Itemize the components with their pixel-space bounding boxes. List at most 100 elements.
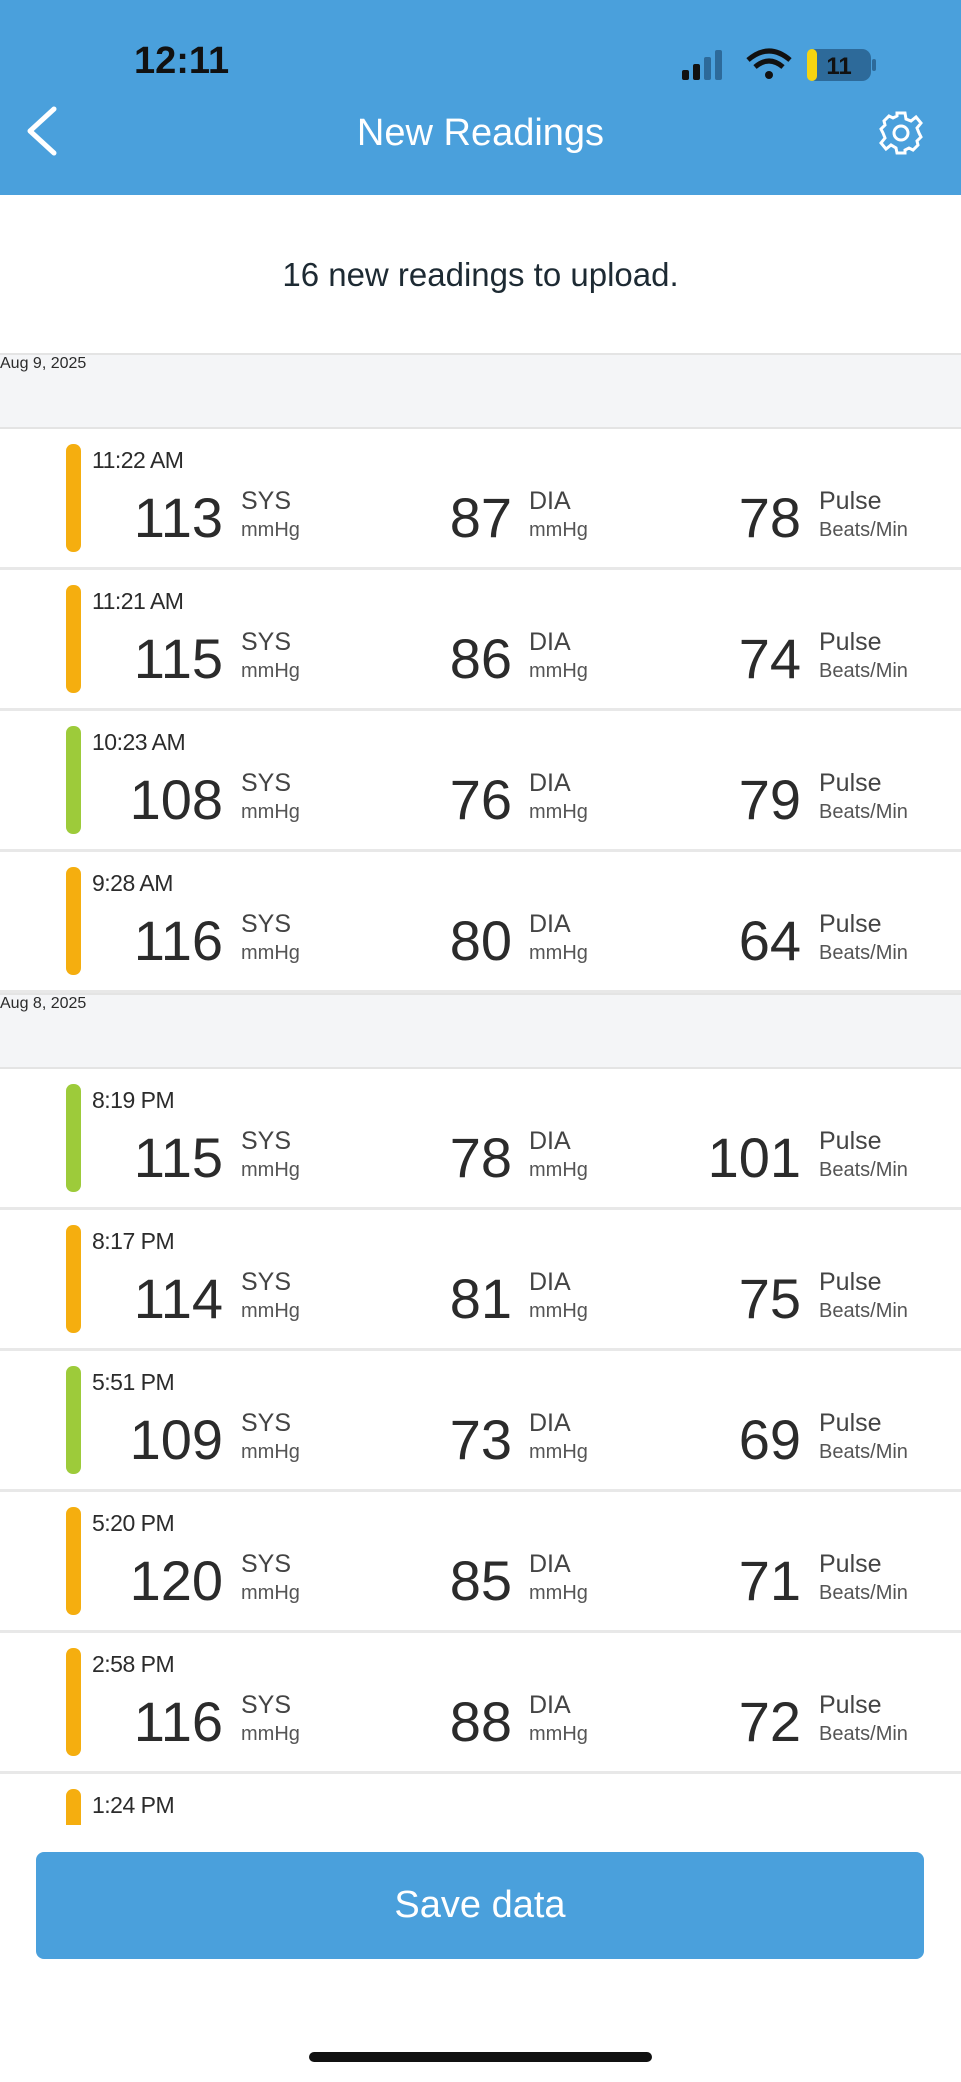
reading-time: 1:24 PM bbox=[92, 1792, 175, 1818]
pulse-value: 75 bbox=[738, 1267, 801, 1330]
pulse-label: Pulse bbox=[819, 1550, 882, 1578]
dia-label: DIA bbox=[529, 1268, 571, 1296]
dia-unit: mmHg bbox=[529, 660, 588, 682]
dia-unit: mmHg bbox=[529, 1582, 588, 1604]
status-bar bbox=[66, 444, 81, 552]
status-bar bbox=[66, 1507, 81, 1615]
sys-label: SYS bbox=[241, 1127, 292, 1155]
status-bar bbox=[66, 726, 81, 834]
pulse-unit: Beats/Min bbox=[819, 1159, 908, 1181]
reading-time: 2:58 PM bbox=[92, 1651, 175, 1677]
reading-row: 11:21 AM 115 SYS mmHg 86 DIA mmHg 74 Pulse Beats/… bbox=[0, 570, 961, 711]
reading-time: 9:28 AM bbox=[92, 870, 173, 896]
sys-value: 109 bbox=[129, 1408, 223, 1471]
sys-label: SYS bbox=[241, 769, 292, 797]
status-bar bbox=[66, 1084, 81, 1192]
date-label: Aug 8, 2025 bbox=[0, 995, 87, 1012]
status-bar bbox=[66, 1789, 81, 1825]
pulse-unit: Beats/Min bbox=[819, 1300, 908, 1322]
sys-unit: mmHg bbox=[241, 1300, 300, 1322]
pulse-label: Pulse bbox=[819, 487, 882, 515]
sys-label: SYS bbox=[241, 1550, 292, 1578]
dia-label: DIA bbox=[529, 910, 571, 938]
battery-level: 11 bbox=[826, 53, 851, 80]
date-header: Aug 8, 2025 bbox=[0, 993, 961, 1069]
sys-value: 108 bbox=[129, 768, 223, 831]
dia-value: 80 bbox=[449, 909, 512, 972]
dia-unit: mmHg bbox=[529, 801, 588, 823]
pulse-label: Pulse bbox=[819, 910, 882, 938]
sys-value: 115 bbox=[133, 627, 223, 690]
status-bar bbox=[66, 1225, 81, 1333]
sys-unit: mmHg bbox=[241, 1441, 300, 1463]
pulse-unit: Beats/Min bbox=[819, 1723, 908, 1745]
dia-label: DIA bbox=[529, 1691, 571, 1719]
sys-label: SYS bbox=[241, 628, 292, 656]
back-button[interactable] bbox=[22, 105, 62, 157]
dia-unit: mmHg bbox=[529, 942, 588, 964]
dia-value: 88 bbox=[449, 1690, 512, 1753]
dia-value: 76 bbox=[449, 768, 512, 831]
sys-unit: mmHg bbox=[241, 519, 300, 541]
reading-row: 2:58 PM 116 SYS mmHg 88 DIA mmHg 72 Pulse Beats/M… bbox=[0, 1633, 961, 1774]
home-indicator bbox=[309, 2052, 652, 2062]
sys-label: SYS bbox=[241, 487, 292, 515]
dia-value: 86 bbox=[449, 627, 512, 690]
reading-time: 5:51 PM bbox=[92, 1369, 175, 1395]
sys-value: 113 bbox=[133, 486, 223, 549]
readings-list: Aug 9, 2025 11:22 AM 113 SYS mmHg 87 DIA mmHg 78… bbox=[0, 353, 961, 1825]
dia-label: DIA bbox=[529, 628, 571, 656]
pulse-unit: Beats/Min bbox=[819, 1582, 908, 1604]
pulse-unit: Beats/Min bbox=[819, 801, 908, 823]
sys-label: SYS bbox=[241, 1409, 292, 1437]
sys-value: 115 bbox=[133, 1126, 223, 1189]
date-label: Aug 9, 2025 bbox=[0, 355, 87, 372]
pulse-value: 64 bbox=[738, 909, 801, 972]
reading-row: 5:51 PM 109 SYS mmHg 73 DIA mmHg 69 Pulse Beats/M… bbox=[0, 1351, 961, 1492]
dia-label: DIA bbox=[529, 487, 571, 515]
reading-row: 1:24 PM bbox=[0, 1774, 961, 1825]
dia-unit: mmHg bbox=[529, 519, 588, 541]
nav-bar: 12:11 11 New Readings bbox=[0, 0, 961, 195]
status-bar bbox=[66, 585, 81, 693]
sys-unit: mmHg bbox=[241, 1582, 300, 1604]
sys-unit: mmHg bbox=[241, 660, 300, 682]
sys-unit: mmHg bbox=[241, 1159, 300, 1181]
pulse-label: Pulse bbox=[819, 1268, 882, 1296]
sys-unit: mmHg bbox=[241, 942, 300, 964]
reading-time: 10:23 AM bbox=[92, 729, 186, 755]
dia-unit: mmHg bbox=[529, 1441, 588, 1463]
status-time: 12:11 bbox=[134, 40, 230, 82]
pulse-unit: Beats/Min bbox=[819, 942, 908, 964]
reading-time: 8:17 PM bbox=[92, 1228, 175, 1254]
summary-text: 16 new readings to upload. bbox=[282, 256, 679, 293]
dia-value: 81 bbox=[449, 1267, 512, 1330]
status-icons: 11 bbox=[682, 48, 876, 81]
dia-label: DIA bbox=[529, 769, 571, 797]
sys-label: SYS bbox=[241, 910, 292, 938]
sys-unit: mmHg bbox=[241, 1723, 300, 1745]
save-button[interactable]: Save data bbox=[36, 1852, 924, 1959]
sys-value: 120 bbox=[129, 1549, 223, 1612]
dia-value: 78 bbox=[449, 1126, 512, 1189]
dia-unit: mmHg bbox=[529, 1300, 588, 1322]
status-bar bbox=[66, 1366, 81, 1474]
dia-value: 73 bbox=[449, 1408, 512, 1471]
screen-title: New Readings bbox=[356, 112, 605, 154]
reading-row: 8:19 PM 115 SYS mmHg 78 DIA mmHg 101 Pulse Beats/… bbox=[0, 1069, 961, 1210]
pulse-unit: Beats/Min bbox=[819, 519, 908, 541]
reading-time: 11:21 AM bbox=[92, 588, 184, 614]
pulse-value: 79 bbox=[738, 768, 801, 831]
date-header: Aug 9, 2025 bbox=[0, 353, 961, 429]
status-bar bbox=[66, 1648, 81, 1756]
settings-button[interactable] bbox=[876, 108, 926, 158]
reading-time: 8:19 PM bbox=[92, 1087, 175, 1113]
dia-value: 85 bbox=[449, 1549, 512, 1612]
pulse-value: 69 bbox=[738, 1408, 801, 1471]
pulse-label: Pulse bbox=[819, 1127, 882, 1155]
sys-value: 114 bbox=[133, 1267, 223, 1330]
pulse-value: 78 bbox=[738, 486, 801, 549]
dia-label: DIA bbox=[529, 1127, 571, 1155]
reading-row: 5:20 PM 120 SYS mmHg 85 DIA mmHg 71 Pulse Beats/M… bbox=[0, 1492, 961, 1633]
